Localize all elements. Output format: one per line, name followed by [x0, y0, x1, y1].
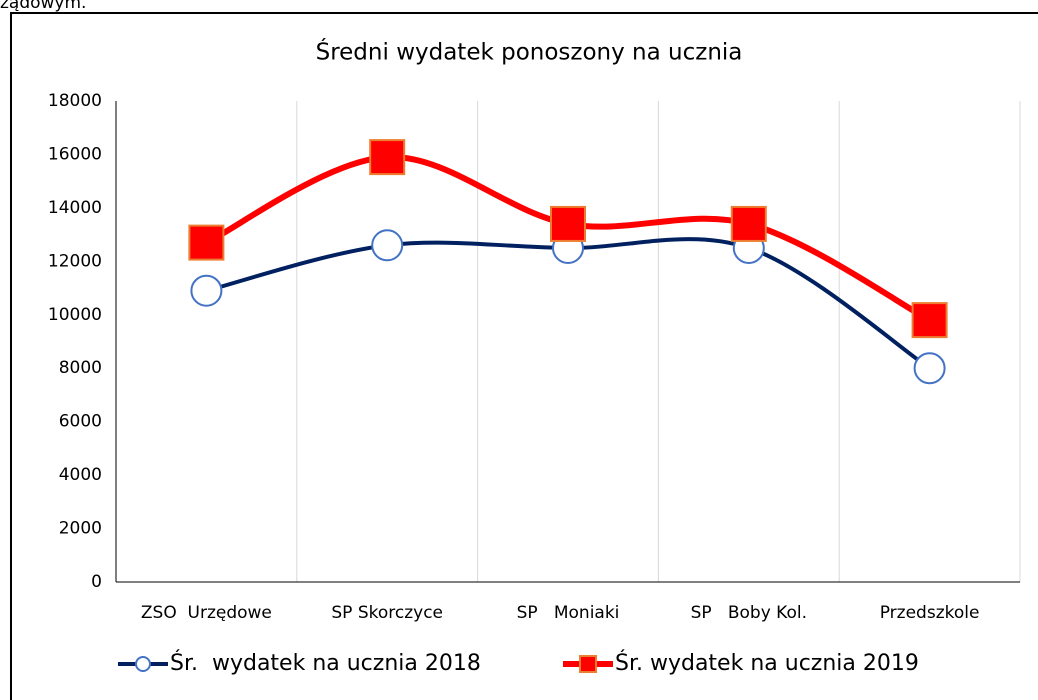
y-tick-label: 0	[91, 572, 102, 592]
marker	[911, 302, 948, 339]
marker	[190, 274, 223, 307]
x-tick-label: ZSO Urzędowe	[141, 603, 272, 623]
legend-label: Śr. wydatek na ucznia 2018	[170, 650, 481, 676]
x-tick-label: Przedszkole	[880, 603, 980, 623]
header-fragment: ządowym.	[0, 0, 86, 13]
y-tick-label: 4000	[59, 465, 102, 485]
x-tick-label: SP Skorczyce	[331, 603, 443, 623]
x-tick-label: SP Boby Kol.	[691, 603, 807, 623]
marker	[369, 139, 406, 176]
y-tick-label: 18000	[48, 91, 102, 111]
y-tick-label: 8000	[59, 358, 102, 378]
marker	[188, 224, 225, 261]
marker	[579, 655, 597, 673]
marker	[913, 352, 946, 385]
marker	[371, 229, 404, 262]
x-tick-label: SP Moniaki	[517, 603, 620, 623]
marker	[135, 656, 151, 672]
y-tick-label: 16000	[48, 144, 102, 164]
marker	[550, 205, 586, 242]
legend-label: Śr. wydatek na ucznia 2019	[615, 650, 919, 676]
y-tick-label: 14000	[48, 198, 102, 218]
y-tick-label: 2000	[59, 519, 102, 539]
chart-title: Średni wydatek ponoszony na ucznia	[316, 38, 743, 66]
y-tick-label: 6000	[59, 412, 102, 432]
chart-frame	[10, 12, 1038, 700]
marker	[730, 205, 767, 242]
y-tick-label: 12000	[48, 251, 102, 271]
y-tick-label: 10000	[48, 305, 102, 325]
